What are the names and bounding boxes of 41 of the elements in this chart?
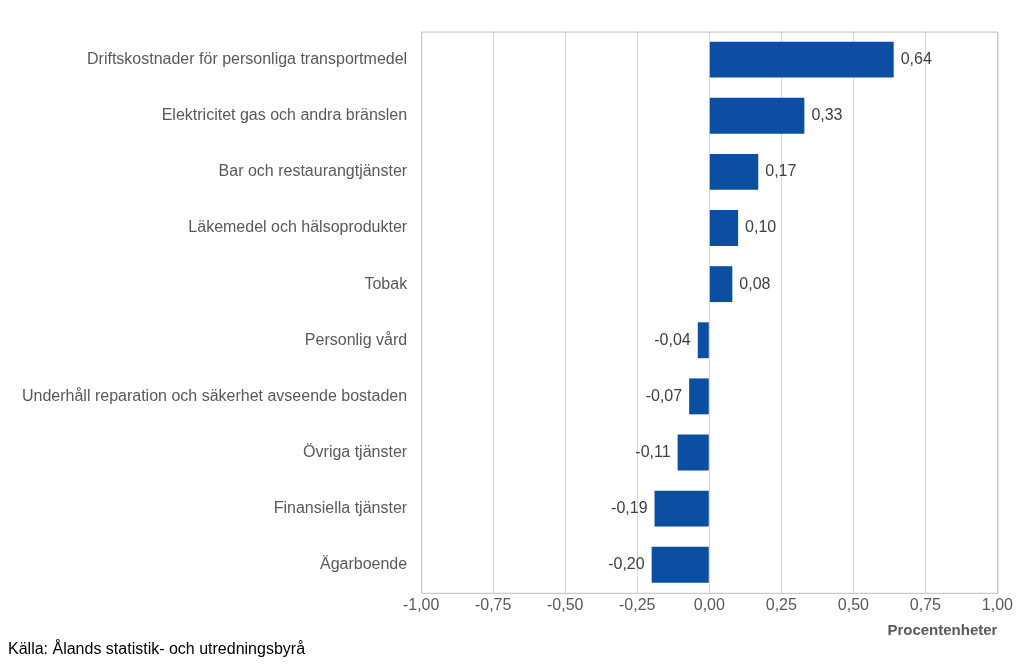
y-tick-label: Övriga tjänster (303, 442, 408, 460)
data-label: -0,04 (654, 330, 691, 348)
bar (651, 546, 709, 583)
y-tick-label: Läkemedel och hälsoprodukter (188, 218, 408, 236)
y-tick-label: Ägarboende (319, 555, 408, 573)
x-tick-label: 0,25 (765, 595, 797, 613)
data-label: -0,11 (635, 442, 671, 460)
bar (697, 322, 709, 359)
data-label: 0,64 (900, 50, 932, 68)
data-label: 0,33 (811, 106, 843, 124)
x-tick-label: -1,00 (402, 595, 440, 613)
bar (709, 97, 805, 134)
x-tick-label: -0,75 (474, 595, 512, 613)
y-tick-label: Finansiella tjänster (273, 499, 408, 517)
data-label: -0,19 (611, 499, 648, 517)
text: Källa: Ålands statistik- och utredningsbyrå (8, 640, 306, 658)
data-label: -0,20 (608, 555, 645, 573)
bar (709, 153, 759, 190)
x-tick-label: 0,00 (693, 595, 725, 613)
x-tick-label: 0,75 (909, 595, 942, 613)
data-label: 0,17 (765, 162, 797, 180)
x-tick-label: -0,50 (546, 595, 584, 613)
bar (677, 434, 709, 471)
y-tick-label: Driftskostnader för personliga transportmedel (86, 50, 408, 68)
data-label: 0,08 (739, 274, 771, 292)
y-tick-label: Underhåll reparation och säkerhet avseende bostaden (21, 386, 408, 404)
y-tick-label: Elektricitet gas och andra bränslen (161, 106, 408, 124)
bar (689, 378, 709, 415)
x-tick-label: -0,25 (619, 595, 656, 613)
data-label: 0,10 (745, 218, 777, 236)
x-axis-title: Procentenheter (887, 621, 998, 639)
y-tick-label: Tobak (364, 274, 409, 292)
y-tick-label: Bar och restaurangtjänster (218, 162, 408, 180)
x-tick-label: 0,50 (837, 595, 870, 613)
y-tick-label: Personlig vård (304, 330, 408, 348)
data-label: -0,07 (645, 386, 683, 404)
x-tick-label: 1,00 (981, 595, 1014, 613)
bar (709, 41, 894, 78)
bar (709, 210, 739, 246)
bar (709, 266, 733, 303)
bar (654, 490, 709, 527)
